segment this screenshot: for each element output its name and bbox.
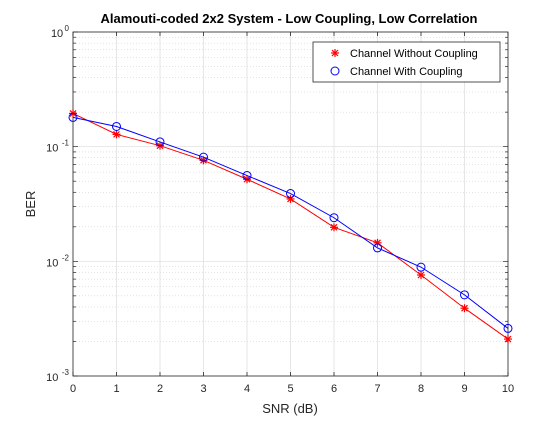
x-tick-label: 5 bbox=[287, 383, 293, 395]
data-point bbox=[199, 152, 208, 162]
x-tick-label: 10 bbox=[502, 383, 514, 395]
data-point bbox=[503, 323, 513, 333]
x-tick-label: 2 bbox=[157, 383, 163, 395]
x-tick-label: 6 bbox=[331, 383, 337, 395]
y-tick-label-exponent: -2 bbox=[62, 253, 70, 262]
y-tick-label-base: 10 bbox=[46, 143, 58, 155]
y-tick-label-base: 10 bbox=[51, 28, 63, 40]
y-tick-label: -2 10 bbox=[46, 253, 69, 269]
x-tick-label: 4 bbox=[244, 383, 250, 395]
y-tick-label-exponent: -1 bbox=[62, 139, 70, 148]
data-point bbox=[504, 335, 512, 344]
data-point bbox=[373, 243, 382, 253]
legend-entry: Channel With Coupling bbox=[330, 66, 463, 78]
legend-marker bbox=[331, 49, 339, 57]
marker-stroke bbox=[331, 49, 339, 57]
chart-title: Alamouti-coded 2x2 System - Low Coupling… bbox=[100, 11, 477, 26]
x-tick-label: 1 bbox=[113, 383, 119, 395]
y-axis-label: BER bbox=[23, 191, 38, 218]
data-point bbox=[330, 223, 338, 232]
legend-marker bbox=[330, 66, 340, 76]
series-layer bbox=[68, 109, 513, 344]
legend: Channel Without Coupling Channel With Cou… bbox=[312, 41, 501, 83]
x-tick-label: 3 bbox=[200, 383, 206, 395]
series-2 bbox=[68, 112, 513, 333]
data-point bbox=[460, 304, 469, 313]
y-tick-label-exponent: -3 bbox=[62, 368, 70, 377]
y-tick-label: 010 bbox=[51, 24, 70, 40]
x-tick-label: 9 bbox=[461, 383, 467, 395]
y-tick-label-base: 10 bbox=[46, 257, 58, 269]
marker-stroke bbox=[461, 304, 468, 312]
marker-stroke bbox=[330, 223, 338, 231]
data-point bbox=[329, 213, 339, 223]
series-line bbox=[72, 116, 509, 329]
data-point bbox=[242, 171, 252, 181]
marker-stroke bbox=[504, 335, 512, 343]
x-axis-label: SNR (dB) bbox=[262, 401, 318, 416]
legend-label: Channel With Coupling bbox=[350, 66, 463, 78]
x-tick-label: 8 bbox=[418, 383, 424, 395]
y-tick-label: -3 10 bbox=[46, 368, 69, 384]
legend-entry: Channel Without Coupling bbox=[331, 48, 478, 60]
data-point bbox=[68, 112, 78, 122]
y-tick-label-base: 10 bbox=[46, 372, 58, 384]
x-tick-label: 0 bbox=[70, 383, 76, 395]
data-point bbox=[417, 271, 425, 280]
data-point bbox=[460, 290, 469, 300]
y-tick-labels: 010-110-210-310 bbox=[46, 24, 69, 384]
legend-label: Channel Without Coupling bbox=[350, 48, 478, 60]
data-point bbox=[373, 238, 382, 247]
y-tick-label-exponent: 0 bbox=[65, 24, 70, 33]
data-point bbox=[112, 130, 121, 139]
minor-grid bbox=[73, 36, 508, 342]
data-point bbox=[286, 189, 295, 199]
x-tick-labels: 0 1 2 3 4 5 6 7 8 9 10 bbox=[70, 383, 514, 395]
marker-stroke bbox=[374, 239, 381, 247]
ticks bbox=[72, 31, 509, 377]
data-point bbox=[416, 262, 426, 272]
legend-box bbox=[312, 41, 501, 83]
marker-stroke bbox=[417, 271, 425, 279]
data-point bbox=[112, 121, 121, 131]
marker-stroke bbox=[113, 130, 120, 138]
data-point bbox=[155, 137, 165, 147]
y-tick-label: -1 10 bbox=[46, 139, 69, 155]
x-tick-label: 7 bbox=[374, 383, 380, 395]
